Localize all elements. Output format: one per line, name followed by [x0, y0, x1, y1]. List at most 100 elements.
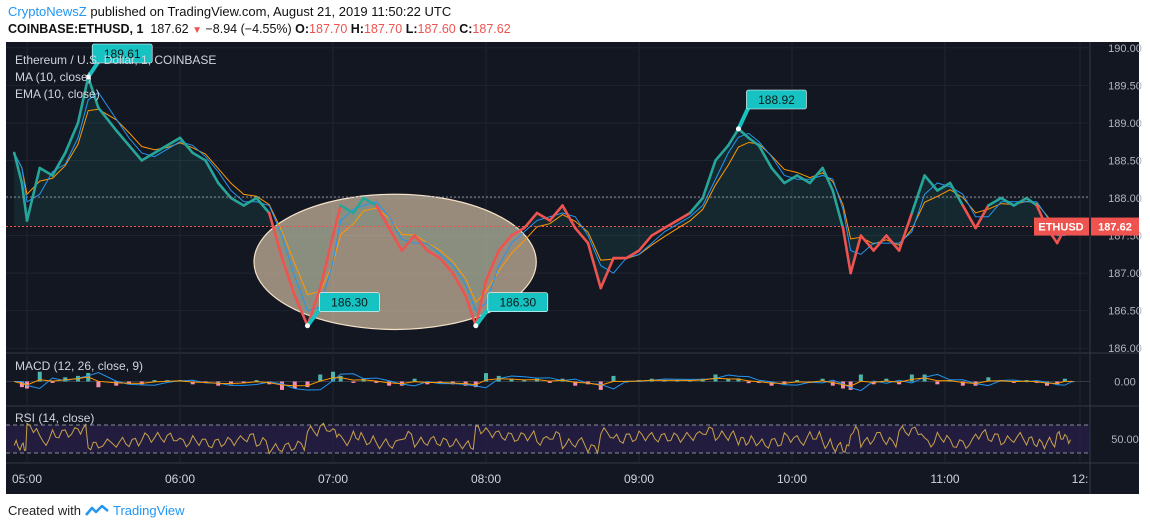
macd-histogram-bar: [114, 381, 119, 386]
price-segment: [25, 166, 42, 222]
callout-anchor-dot: [305, 323, 310, 329]
price-segment: [999, 196, 1016, 207]
macd-histogram-bar: [338, 375, 343, 382]
price-segment: [714, 144, 730, 162]
price-segment: [1012, 196, 1028, 207]
x-tick-label: 06:00: [165, 472, 195, 486]
macd-histogram-bar: [509, 378, 514, 382]
macd-histogram-bar: [986, 377, 991, 382]
macd-histogram-bar: [331, 371, 335, 382]
macd-histogram-bar: [871, 381, 876, 385]
macd-histogram-bar: [726, 378, 731, 382]
price-segment: [280, 256, 297, 297]
macd-histogram-bar: [229, 381, 233, 385]
callout-box: [91, 43, 153, 64]
macd-histogram-bar: [351, 381, 356, 383]
price-segment: [948, 181, 965, 207]
price-segment: [140, 151, 156, 162]
price-segment: [484, 249, 501, 282]
price-segment: [548, 204, 564, 222]
macd-histogram-bar: [374, 381, 379, 383]
price-segment: [650, 226, 666, 237]
price-segment: [637, 234, 654, 252]
callout-pointer: [86, 60, 100, 79]
price-segment: [747, 136, 761, 147]
macd-histogram-bar: [858, 374, 863, 382]
price-change: −8.94 (−4.55%): [205, 22, 292, 36]
macd-histogram-bar: [152, 380, 157, 382]
callout-box: [319, 292, 380, 313]
price-segment: [76, 75, 90, 125]
price-segment: [165, 136, 182, 147]
tradingview-logo-icon: [85, 504, 109, 516]
macd-histogram-bar: [241, 381, 246, 383]
price-segment: [331, 204, 342, 237]
price-segment: [987, 196, 1003, 207]
macd-histogram-bar: [909, 374, 914, 382]
price-segment: [63, 121, 80, 155]
macd-histogram-bar: [830, 381, 835, 386]
macd-histogram-bar: [960, 381, 965, 386]
price-segment: [20, 181, 29, 222]
price-chart[interactable]: 190.00189.50189.00188.50188.00187.50187.…: [0, 42, 1150, 494]
publish-info: CryptoNewsZ published on TradingView.com…: [8, 4, 451, 19]
price-segment: [153, 144, 169, 155]
macd-histogram-bar: [897, 381, 902, 385]
macd-histogram-bar: [292, 381, 297, 389]
open-value: 187.70: [309, 22, 348, 36]
last-price-tag: 187.62: [1098, 222, 1132, 234]
price-segment: [12, 151, 24, 185]
macd-histogram-bar: [254, 380, 259, 382]
price-segment: [599, 256, 615, 290]
tradingview-brand[interactable]: TradingView: [112, 503, 185, 518]
y-tick-label: 187.00: [1108, 268, 1142, 280]
macd-histogram-bar: [611, 375, 616, 382]
price-segment: [897, 211, 914, 252]
symbol-tag-bg: [1034, 217, 1089, 236]
price-segment: [1025, 196, 1039, 207]
macd-histogram-bar: [19, 381, 24, 388]
price-segment: [387, 226, 404, 252]
macd-legend: MACD (12, 26, close, 9): [15, 359, 143, 373]
price-area-fill: [14, 77, 1073, 326]
symbol-info: COINBASE:ETHUSD, 1 187.62 ▼ −8.94 (−4.55…: [8, 22, 511, 36]
callout-label: 189.61: [104, 47, 141, 61]
x-tick-label: 10:00: [777, 472, 807, 486]
price-segment: [675, 211, 692, 222]
price-segment: [438, 256, 455, 275]
publish-text: published on TradingView.com, August 21,…: [86, 4, 452, 19]
price-segment: [936, 181, 952, 192]
macd-tick-label: 0.00: [1114, 377, 1135, 389]
macd-histogram-bar: [190, 381, 195, 385]
high-value: 187.70: [363, 22, 403, 36]
price-segment: [688, 196, 705, 215]
y-tick-label: 189.00: [1108, 118, 1142, 130]
macd-histogram-bar: [756, 381, 761, 383]
rsi-line: [13, 422, 1072, 455]
author-link[interactable]: CryptoNewsZ: [8, 4, 87, 19]
callout-box: [746, 89, 807, 110]
x-tick-label: 07:00: [318, 472, 348, 486]
x-tick-label: 08:00: [471, 472, 501, 486]
price-segment: [204, 159, 220, 185]
macd-histogram-bar: [624, 381, 629, 383]
close-label: C:: [459, 22, 473, 36]
price-segment: [624, 249, 641, 260]
y-tick-label: 189.50: [1108, 80, 1142, 92]
price-segment: [339, 204, 355, 215]
price-segment: [849, 234, 863, 275]
price-segment: [242, 196, 258, 207]
y-tick-label: 190.00: [1108, 43, 1142, 55]
price-segment: [216, 181, 233, 200]
price-segment: [783, 174, 799, 185]
price-segment: [872, 234, 888, 252]
price-segment: [573, 226, 590, 245]
symbol-tag: ETHUSD: [1038, 222, 1083, 234]
price-segment: [859, 234, 875, 252]
price-segment: [229, 196, 246, 207]
macd-histogram-bar: [318, 374, 323, 382]
price-segment: [726, 127, 740, 147]
rsi-tick-label: 50.00: [1111, 434, 1139, 446]
low-value: 187.60: [417, 22, 456, 36]
low-label: L:: [405, 22, 418, 36]
